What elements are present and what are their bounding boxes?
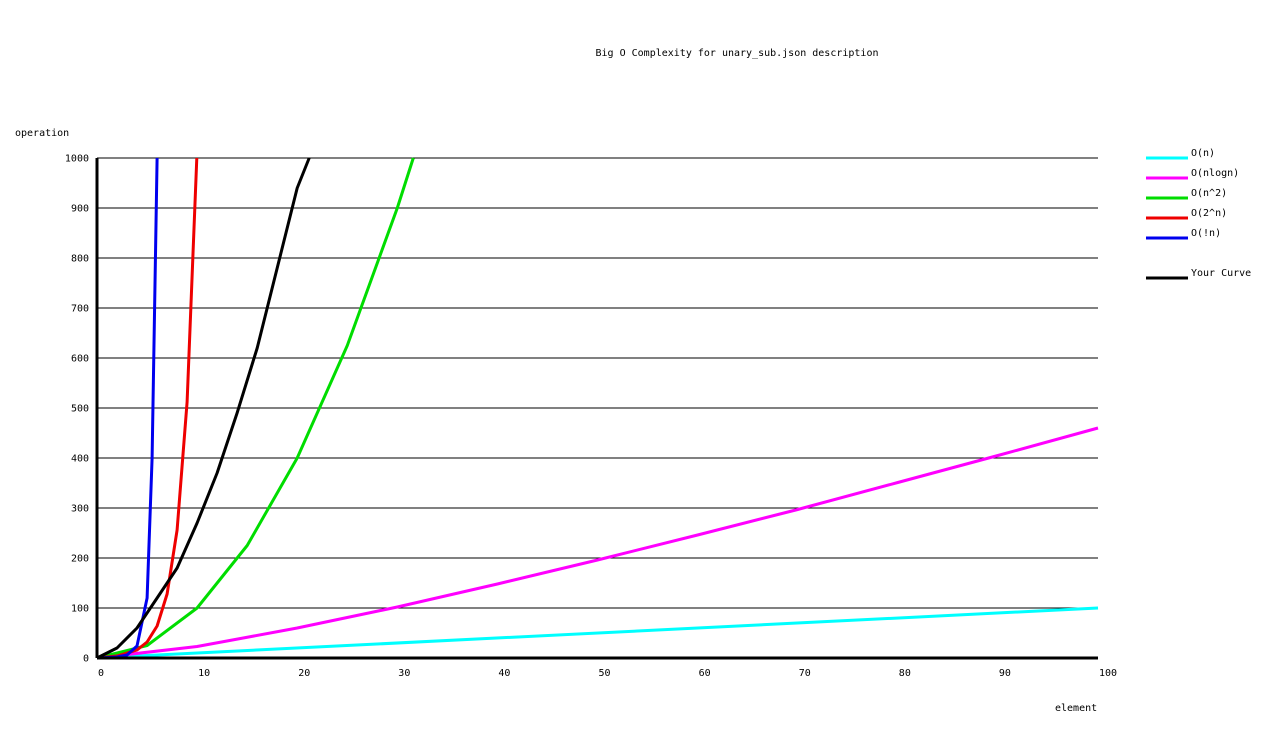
legend-label-2: O(n^2) (1191, 188, 1227, 199)
x-tick-labels: 0 10 20 30 40 50 60 70 80 90 100 (98, 668, 1117, 679)
x-tick-label: 80 (899, 668, 911, 679)
legend-label-3: O(2^n) (1191, 208, 1227, 219)
y-tick-label: 800 (71, 254, 89, 265)
x-tick-label: 10 (198, 668, 210, 679)
series-lines (96, 157, 1099, 660)
y-tick-label: 0 (83, 654, 89, 665)
legend-label-5: Your Curve (1191, 268, 1251, 279)
y-tick-label: 500 (71, 404, 89, 415)
series-line-0 (96, 606, 1099, 660)
y-tick-label: 300 (71, 504, 89, 515)
legend-label-1: O(nlogn) (1191, 168, 1239, 179)
x-tick-label: 20 (298, 668, 310, 679)
x-tick-label: 30 (398, 668, 410, 679)
legend-label-0: O(n) (1191, 148, 1215, 159)
legend: O(n) O(nlogn) O(n^2) O(2^n) O(!n) Your Curve (1146, 148, 1251, 280)
legend-label-4: O(!n) (1191, 228, 1221, 239)
x-tick-label: 70 (799, 668, 811, 679)
series-line-2 (96, 157, 415, 660)
y-tick-labels: 0 100 200 300 400 500 600 700 800 900 1000 (65, 154, 89, 665)
series-line-3 (96, 157, 199, 660)
x-axis-label: element (1055, 703, 1097, 714)
x-tick-label: 0 (98, 668, 104, 679)
y-tick-label: 700 (71, 304, 89, 315)
x-tick-label: 90 (999, 668, 1011, 679)
series-line-5 (96, 157, 311, 660)
x-tick-label: 40 (498, 668, 510, 679)
axes (95, 158, 1098, 660)
x-tick-label: 100 (1099, 668, 1117, 679)
x-tick-label: 60 (699, 668, 711, 679)
y-axis-label: operation (15, 128, 69, 139)
series-line-1 (96, 426, 1099, 660)
y-tick-label: 1000 (65, 154, 89, 165)
y-tick-label: 400 (71, 454, 89, 465)
gridlines (97, 157, 1098, 609)
y-tick-label: 200 (71, 554, 89, 565)
y-tick-label: 600 (71, 354, 89, 365)
chart-title: Big O Complexity for unary_sub.json desc… (596, 48, 879, 59)
y-tick-label: 900 (71, 204, 89, 215)
y-tick-label: 100 (71, 604, 89, 615)
x-tick-label: 50 (599, 668, 611, 679)
